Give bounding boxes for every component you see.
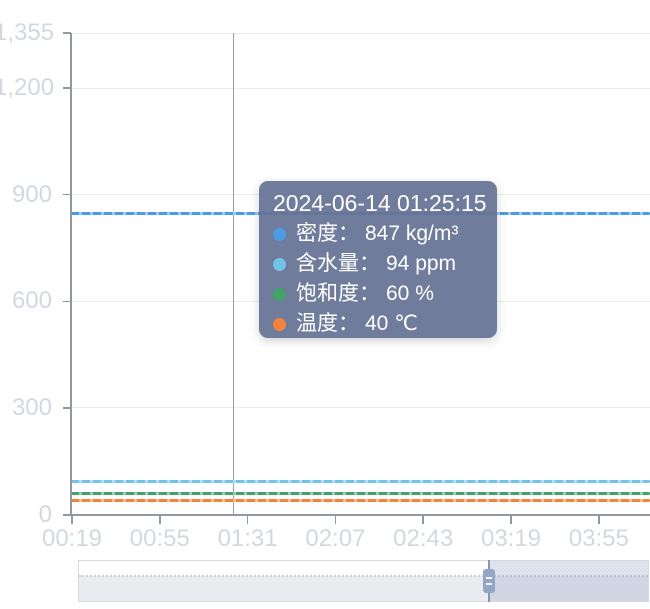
tooltip-value: 94 ppm: [386, 252, 457, 275]
y-axis-label: 300: [11, 393, 52, 421]
tooltip-value: 847 kg/m³: [365, 222, 459, 245]
datazoom-data-shadow-line: [79, 574, 648, 577]
x-axis-line: [63, 514, 650, 516]
gridline: [71, 87, 650, 89]
x-axis-label: 00:55: [129, 525, 190, 552]
y-axis-label: 1,355: [0, 19, 55, 46]
datazoom-data-shadow: [79, 575, 648, 601]
datazoom-left-handle[interactable]: [482, 569, 495, 593]
x-axis-label: 01:31: [217, 525, 278, 552]
x-axis-tick: [510, 516, 512, 524]
tooltip-value: 40 ℃: [365, 312, 418, 335]
series-line-saturation: [71, 491, 650, 495]
y-axis-tick: [63, 87, 71, 89]
x-axis-tick: [422, 516, 424, 524]
series-marker-icon: [273, 227, 286, 241]
tooltip-label: 含水量：: [296, 252, 380, 275]
crosshair-line: [232, 33, 235, 514]
datazoom-selected-region[interactable]: [488, 561, 648, 601]
x-axis-tick: [159, 516, 161, 524]
handle-grip-icon: [485, 577, 492, 579]
x-axis-tick: [334, 516, 337, 524]
tooltip-row: 含水量： 94 ppm: [273, 249, 483, 279]
x-axis-tick: [71, 516, 73, 524]
gridline: [71, 32, 650, 34]
gridline: [71, 407, 650, 409]
tooltip-value: 60 %: [386, 282, 434, 305]
tooltip-row: 饱和度： 60 %: [273, 279, 483, 309]
y-axis-label: 900: [11, 180, 52, 208]
x-axis-label: 03:55: [568, 525, 629, 552]
y-axis-line: [70, 33, 72, 515]
y-axis-label: 1,200: [0, 74, 55, 102]
handle-grip-icon: [485, 583, 492, 585]
series-marker-icon: [273, 287, 286, 301]
x-axis-label: 02:07: [305, 525, 366, 552]
y-axis-label: 600: [11, 287, 52, 315]
x-axis-tick: [598, 516, 600, 524]
series-line-water: [71, 479, 650, 483]
tooltip-title: 2024-06-14 01:25:15: [273, 190, 487, 216]
tooltip: 2024-06-14 01:25:15 密度： 847 kg/m³ 含水量： 94 p…: [259, 181, 497, 338]
series-line-temperature: [71, 498, 650, 502]
tooltip-label: 温度：: [296, 312, 359, 335]
tooltip-label: 密度：: [296, 222, 359, 245]
tooltip-row: 密度： 847 kg/m³: [273, 219, 483, 249]
y-axis-tick: [63, 407, 71, 409]
x-axis-tick: [246, 516, 249, 524]
y-axis-tick: [63, 300, 71, 303]
plot-area[interactable]: 0 300 600 900 1,200 1,355 00:19 00:55 01:31 02:07…: [0, 0, 650, 555]
x-axis-label: 03:19: [480, 525, 542, 552]
y-axis-tick: [63, 32, 71, 34]
y-axis-label: 0: [38, 500, 52, 528]
series-marker-icon: [273, 257, 286, 271]
series-marker-icon: [273, 317, 286, 331]
y-axis-tick: [63, 193, 71, 196]
tooltip-label: 饱和度：: [296, 282, 380, 305]
x-axis-label: 00:19: [41, 525, 103, 552]
x-axis-label: 02:43: [393, 525, 454, 552]
datazoom-track[interactable]: [78, 560, 649, 602]
tooltip-row: 温度： 40 ℃: [273, 309, 483, 339]
